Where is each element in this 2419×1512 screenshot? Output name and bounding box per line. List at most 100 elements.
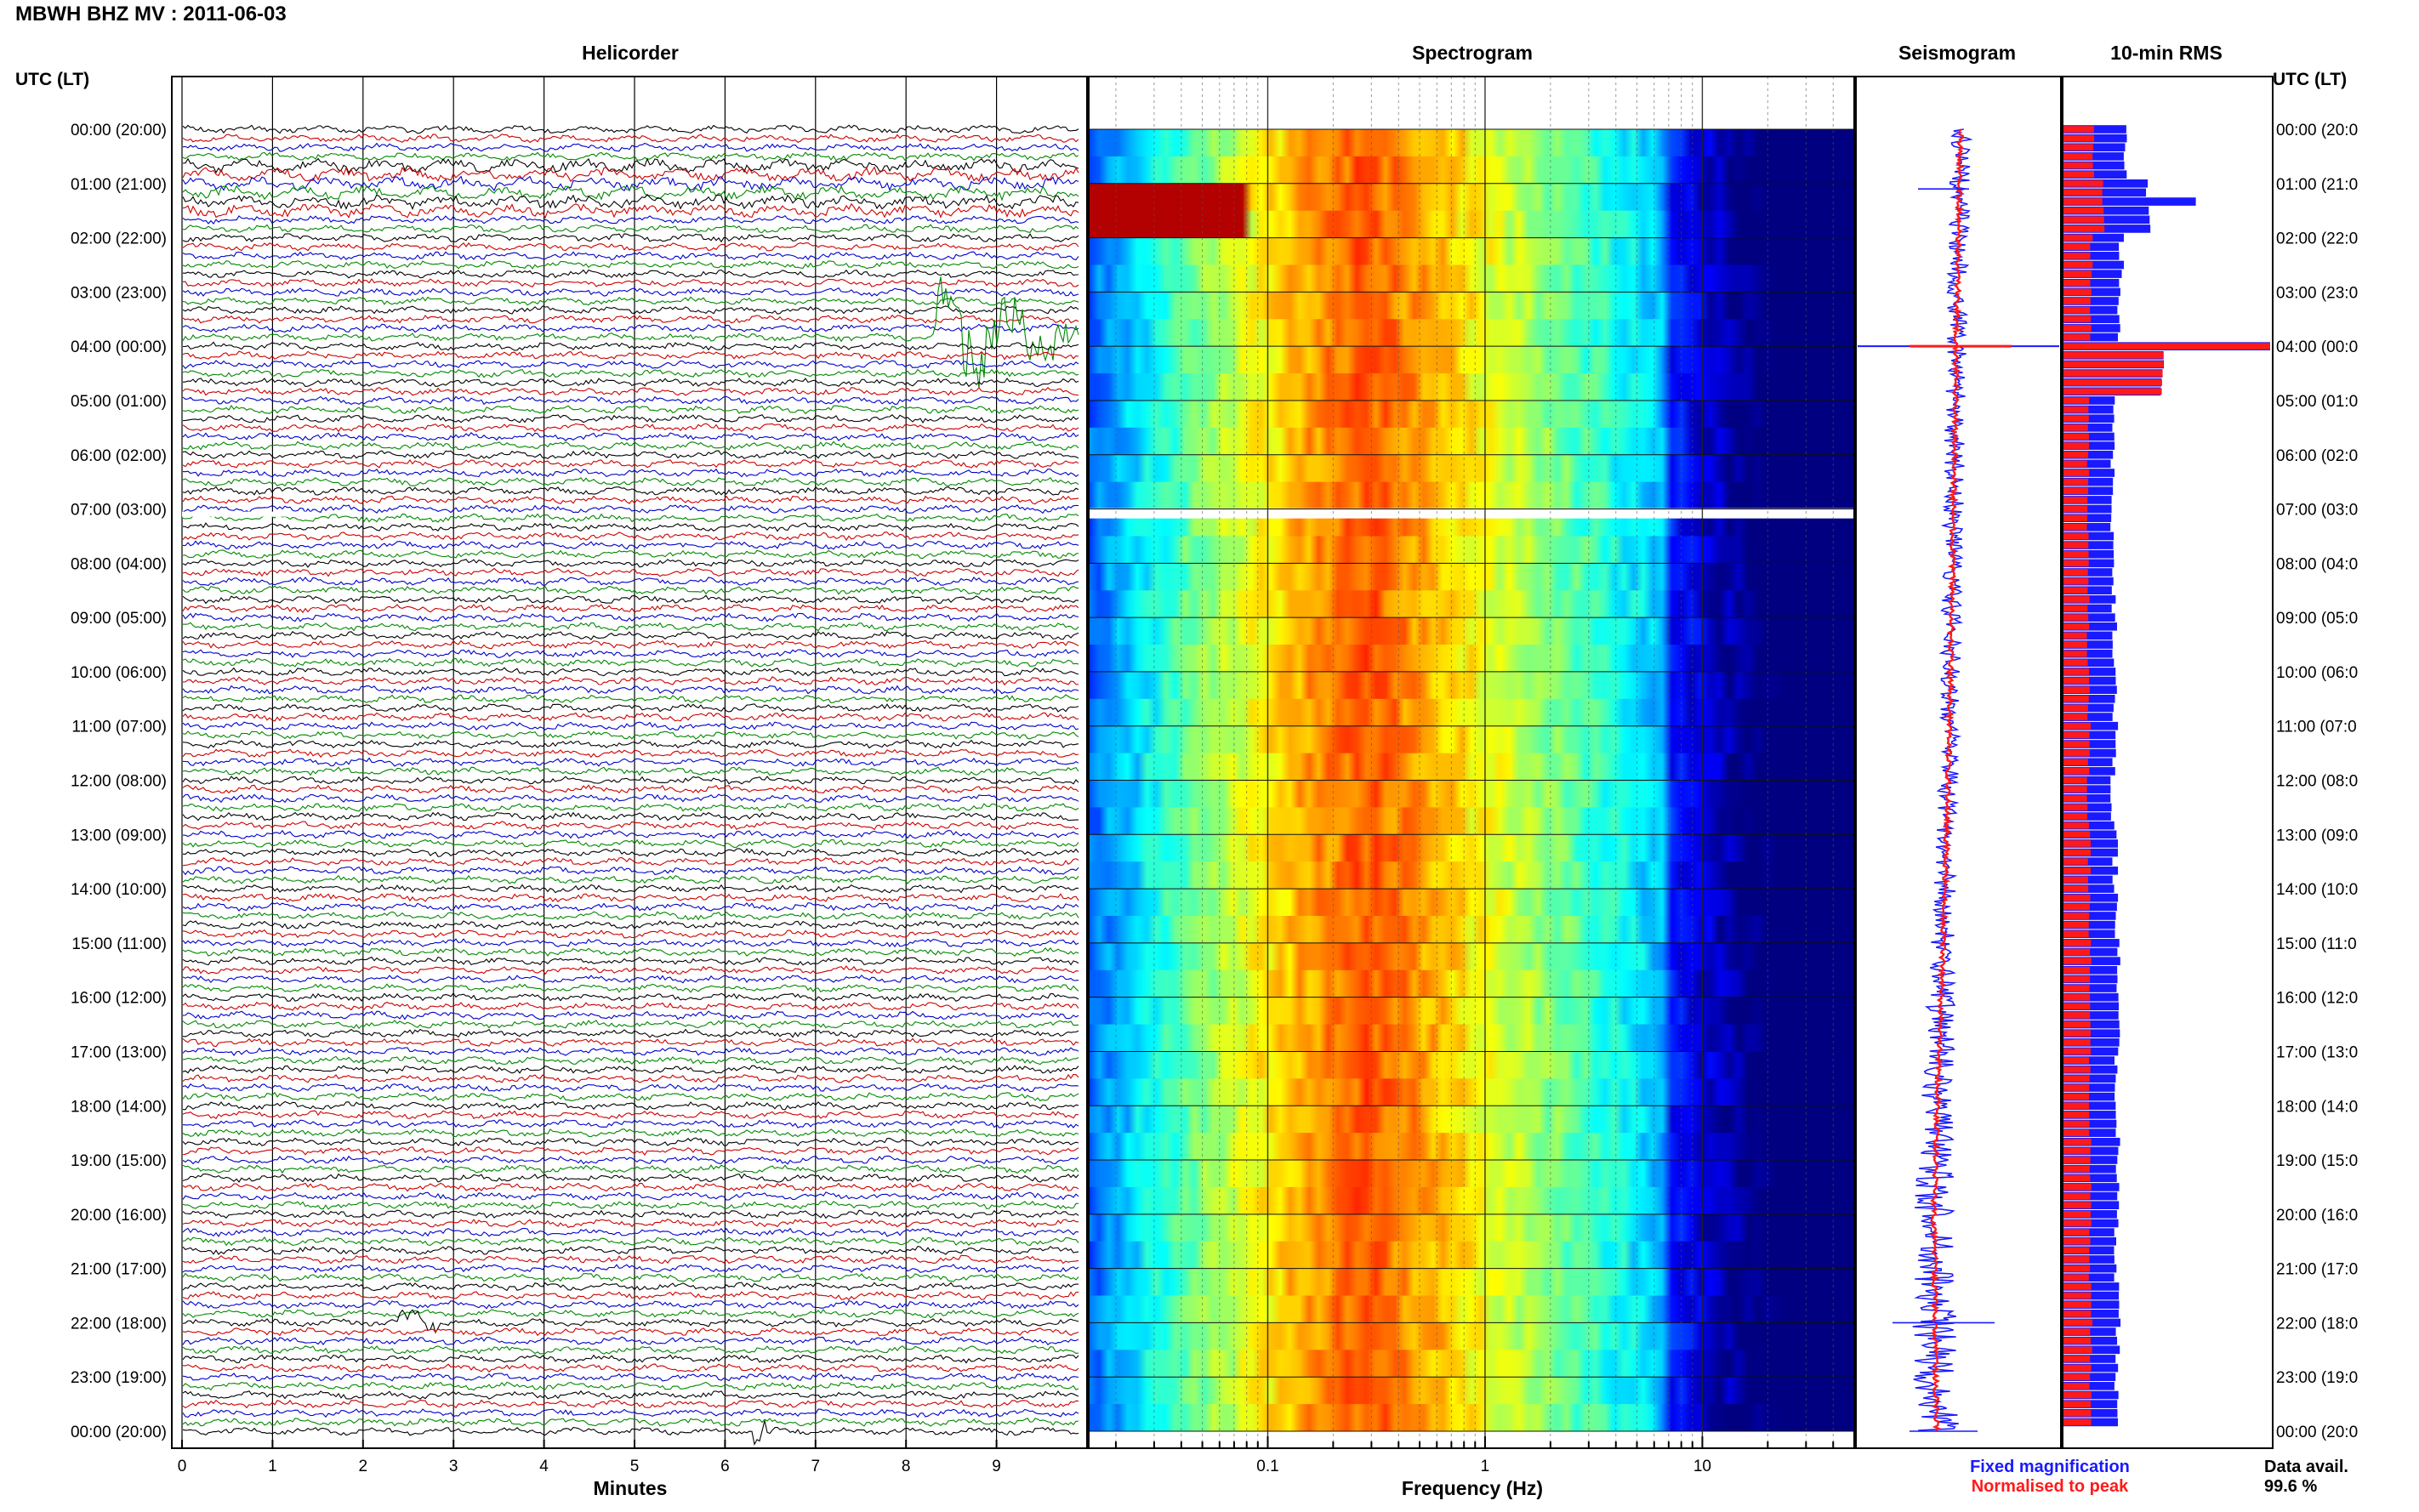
helicorder-gap [182,511,318,517]
time-label-left: 23:00 (19:00) [71,1369,167,1387]
spectrogram-band [1090,1160,1853,1188]
rms-bar-normalised [2063,587,2088,594]
rms-bar-fixed [2063,1101,2116,1111]
helicorder-trace [182,477,1079,487]
rms-bar-fixed [2063,242,2120,252]
helicorder-trace [182,151,1079,162]
rms-bar-normalised [2063,1102,2090,1110]
helicorder-trace [182,983,1079,993]
rms-bar-normalised [2063,759,2088,766]
rms-bar-normalised [2063,171,2095,178]
time-label-left: 19:00 (15:00) [71,1152,167,1170]
rms-bar-normalised [2063,1383,2090,1390]
spectrogram-xlabel: Frequency (Hz) [1402,1477,1543,1499]
rms-bar-normalised [2063,234,2093,242]
rms-bar-normalised [2063,415,2089,423]
spectrogram-band [1090,319,1853,347]
rms-bar-normalised [2063,144,2094,151]
helicorder-trace [182,513,1079,523]
rms-bar-fixed [2063,225,2151,233]
rms-bar-normalised [2063,134,2095,142]
time-label-left: 07:00 (03:00) [71,502,167,520]
rms-bar-fixed [2063,1174,2117,1183]
spectrogram-band [1090,1106,1853,1134]
rms-bar-normalised [2063,677,2090,685]
spectrogram-xtick-label: 10 [1693,1458,1711,1475]
helicorder-xtick-label: 6 [720,1458,730,1475]
rms-bar-normalised [2063,569,2088,576]
helicorder-trace [182,124,1079,134]
time-label-left: 15:00 (11:00) [71,935,167,953]
rms-bar-fixed [2063,1137,2120,1146]
rms-bar-normalised [2063,1003,2091,1010]
rms-bar-fixed [2063,640,2113,649]
rms-bar-fixed [2063,893,2119,902]
time-label-right: 21:00 (17:0 [2276,1261,2358,1279]
rms-bar-normalised [2063,695,2089,702]
rms-bar-normalised [2063,577,2089,585]
rms-bar-normalised [2063,794,2087,802]
spectrogram-gap [1090,508,1853,519]
rms-bar-normalised [2063,1409,2092,1417]
rms-bar-normalised [2063,605,2088,612]
rms-bar-normalised [2063,858,2088,866]
rms-bar-fixed [2063,152,2124,161]
rms-bar-normalised [2063,776,2087,784]
time-label-left: 12:00 (08:00) [71,773,167,791]
helicorder-trace [182,712,1079,722]
rms-bar-normalised [2063,460,2087,468]
helicorder-trace [182,549,1079,560]
rms-bar-normalised [2063,1364,2092,1372]
rms-bar-fixed [2063,685,2117,694]
spectrogram-band [1090,617,1853,645]
rms-bar-fixed [2063,315,2120,324]
rms-bar-fixed [2063,631,2113,640]
helicorder-trace [182,134,1079,144]
rms-bar-fixed [2063,215,2150,225]
rms-bar-normalised [2063,1292,2092,1299]
spectrogram-band [1090,997,1853,1026]
rms-bar-normalised [2063,505,2088,513]
rms-bar-normalised [2063,1229,2090,1236]
rms-bar-normalised [2063,560,2089,567]
helicorder-trace [182,1408,1079,1418]
rms-bar-normalised [2063,253,2091,259]
helicorder-trace [182,703,1079,713]
time-label-right: 19:00 (15:0 [2276,1152,2358,1170]
helicorder-trace [182,1236,1079,1247]
helicorder-trace [182,1345,1079,1355]
time-label-left: 14:00 (10:00) [71,881,167,899]
helicorder-trace [182,233,1079,243]
rms-bar-normalised [2063,1418,2092,1426]
helicorder-trace [182,657,1079,668]
time-label-right: 13:00 (09:0 [2276,827,2358,844]
helicorder-title: Helicorder [582,42,679,64]
helicorder-xtick-label: 9 [992,1458,1001,1475]
rms-bar-normalised [2063,930,2089,938]
rms-bar-normalised [2063,370,2163,377]
spectrogram-band [1090,753,1853,781]
rms-bar-normalised [2063,1256,2090,1263]
rms-bar-normalised [2063,433,2089,441]
time-label-right: 10:00 (06:0 [2276,664,2358,682]
spectrogram-band [1090,1133,1853,1161]
helicorder-trace [182,920,1079,929]
rms-bar-normalised [2063,722,2092,730]
spectrogram-band [1090,1186,1853,1215]
rms-bar-normalised [2063,1111,2090,1118]
rms-bar-normalised [2063,306,2091,314]
helicorder-trace [182,157,1079,174]
rms-bar-normalised [2063,397,2090,404]
spectrogram-band [1090,834,1853,862]
helicorder-trace [182,811,1079,821]
helicorder-trace [182,1146,1079,1157]
spectrogram-band [1090,1051,1853,1079]
rms-bar-fixed [2063,252,2120,260]
legend-fixed-magnification: Fixed magnification [1970,1458,2130,1476]
time-label-right: 06:00 (02:0 [2276,447,2358,465]
helicorder-trace [182,622,1079,632]
time-label-left: 17:00 (13:00) [71,1043,167,1061]
helicorder-trace [182,386,1079,396]
helicorder-trace [182,242,1079,252]
rms-bar-normalised [2063,1274,2089,1282]
